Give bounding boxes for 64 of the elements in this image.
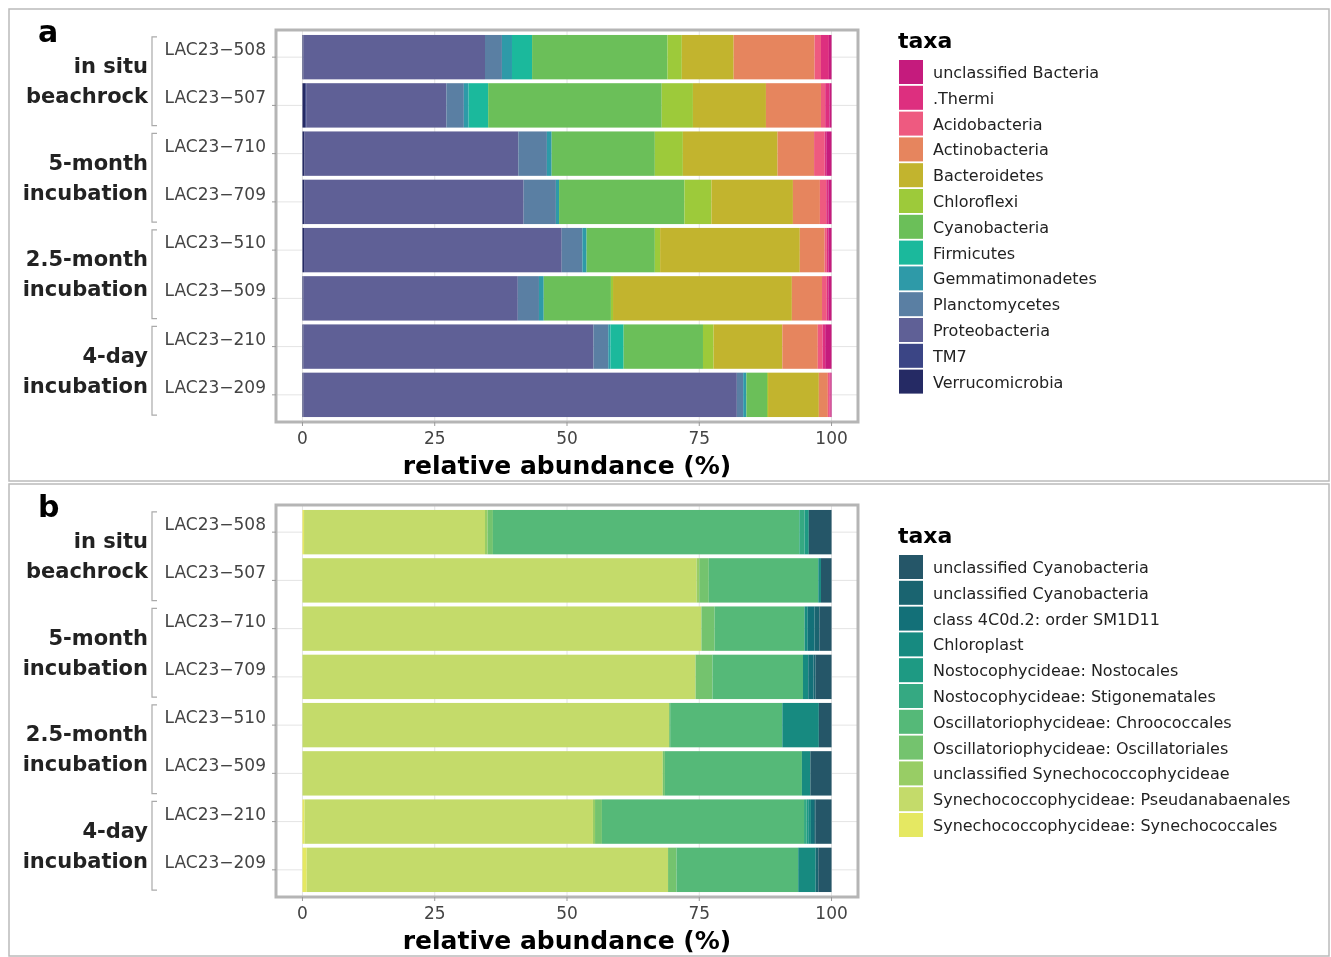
y-tick-label: LAC23−510 xyxy=(164,232,266,253)
legend-label: Nostocophycideae: Stigonematales xyxy=(933,687,1216,706)
legend-label: Acidobacteria xyxy=(933,114,1043,134)
y-tick-label: LAC23−709 xyxy=(164,658,266,679)
legend-label: Bacteroidetes xyxy=(933,166,1044,186)
y-tick-label: LAC23−507 xyxy=(164,87,266,108)
y-tick-label: LAC23−210 xyxy=(164,328,266,349)
y-tick-label: LAC23−508 xyxy=(164,39,266,60)
legend-title: taxa xyxy=(898,523,953,548)
x-tick-label: 50 xyxy=(556,903,578,923)
legend-label: Cyanobacteria xyxy=(933,217,1050,237)
x-tick-label: 25 xyxy=(423,428,446,448)
legend-label: class 4C0d.2: order SM1D11 xyxy=(933,609,1160,629)
legend-label: Synechococcophycideae: Pseudanabaenales xyxy=(933,790,1291,810)
y-tick-label: LAC23−710 xyxy=(164,135,266,156)
legend-label: Synechococcophycideae: Synechococcales xyxy=(933,816,1278,835)
y-tick-label: LAC23−507 xyxy=(164,562,266,583)
y-tick-label: LAC23−209 xyxy=(164,851,266,872)
text: 4-day incubation xyxy=(22,818,149,873)
text: 2.5-month incubation xyxy=(22,247,148,302)
text: 2.5-month incubation xyxy=(22,722,148,777)
legend-label: Chloroplast xyxy=(933,635,1024,655)
x-tick-label: 50 xyxy=(556,428,578,448)
y-tick-label: LAC23−509 xyxy=(164,755,266,776)
legend-label: Verrucomicrobia xyxy=(933,372,1064,392)
x-tick-label: 75 xyxy=(688,428,711,448)
legend-label: unclassified Cyanobacteria xyxy=(933,583,1149,603)
y-tick-label: LAC23−209 xyxy=(164,376,266,397)
legend-label: Oscillatoriophycideae: Oscillatoriales xyxy=(933,738,1229,758)
y-tick-label: LAC23−508 xyxy=(164,514,266,535)
legend-label: Nostocophycideae: Nostocales xyxy=(933,661,1179,681)
text: 5-month incubation xyxy=(22,150,148,205)
x-tick-label: 0 xyxy=(297,903,308,923)
text: 4-day incubation xyxy=(22,343,149,398)
legend-title: taxa xyxy=(898,28,953,53)
x-tick-label: 25 xyxy=(423,903,446,923)
legend-label: Firmicutes xyxy=(933,243,1016,263)
y-tick-label: LAC23−510 xyxy=(164,707,266,728)
y-tick-label: LAC23−710 xyxy=(164,610,266,631)
y-tick-label: LAC23−709 xyxy=(164,183,266,204)
text: in situ beachrock xyxy=(25,529,150,584)
x-tick-label: 75 xyxy=(688,903,711,923)
chart-title: a xyxy=(38,14,59,49)
x-tick-label: 100 xyxy=(815,428,848,448)
legend-label: Proteobacteria xyxy=(933,321,1050,340)
legend-label: .Thermi xyxy=(933,88,995,108)
y-tick-label: LAC23−210 xyxy=(164,803,266,824)
legend-label: TM7 xyxy=(932,346,967,366)
text: in situ beachrock xyxy=(25,54,150,109)
chart-title: b xyxy=(38,489,60,524)
legend-label: Actinobacteria xyxy=(933,140,1049,160)
text: 5-month incubation xyxy=(22,625,148,680)
x-tick-label: 0 xyxy=(297,428,308,448)
legend-label: Gemmatimonadetes xyxy=(933,269,1097,289)
legend-label: Planctomycetes xyxy=(933,295,1061,315)
y-tick-label: LAC23−509 xyxy=(164,280,266,301)
x-tick-label: 100 xyxy=(815,903,848,923)
legend-label: Oscillatoriophycideae: Chroococcales xyxy=(933,712,1232,732)
legend-label: Chloroflexi xyxy=(933,192,1019,211)
x-axis-title: relative abundance (%) xyxy=(402,451,732,480)
legend-label: unclassified Synechococcophycideae xyxy=(933,764,1230,784)
legend-label: unclassified Bacteria xyxy=(933,63,1100,82)
legend-label: unclassified Cyanobacteria xyxy=(933,558,1149,577)
x-axis-title: relative abundance (%) xyxy=(402,926,732,955)
